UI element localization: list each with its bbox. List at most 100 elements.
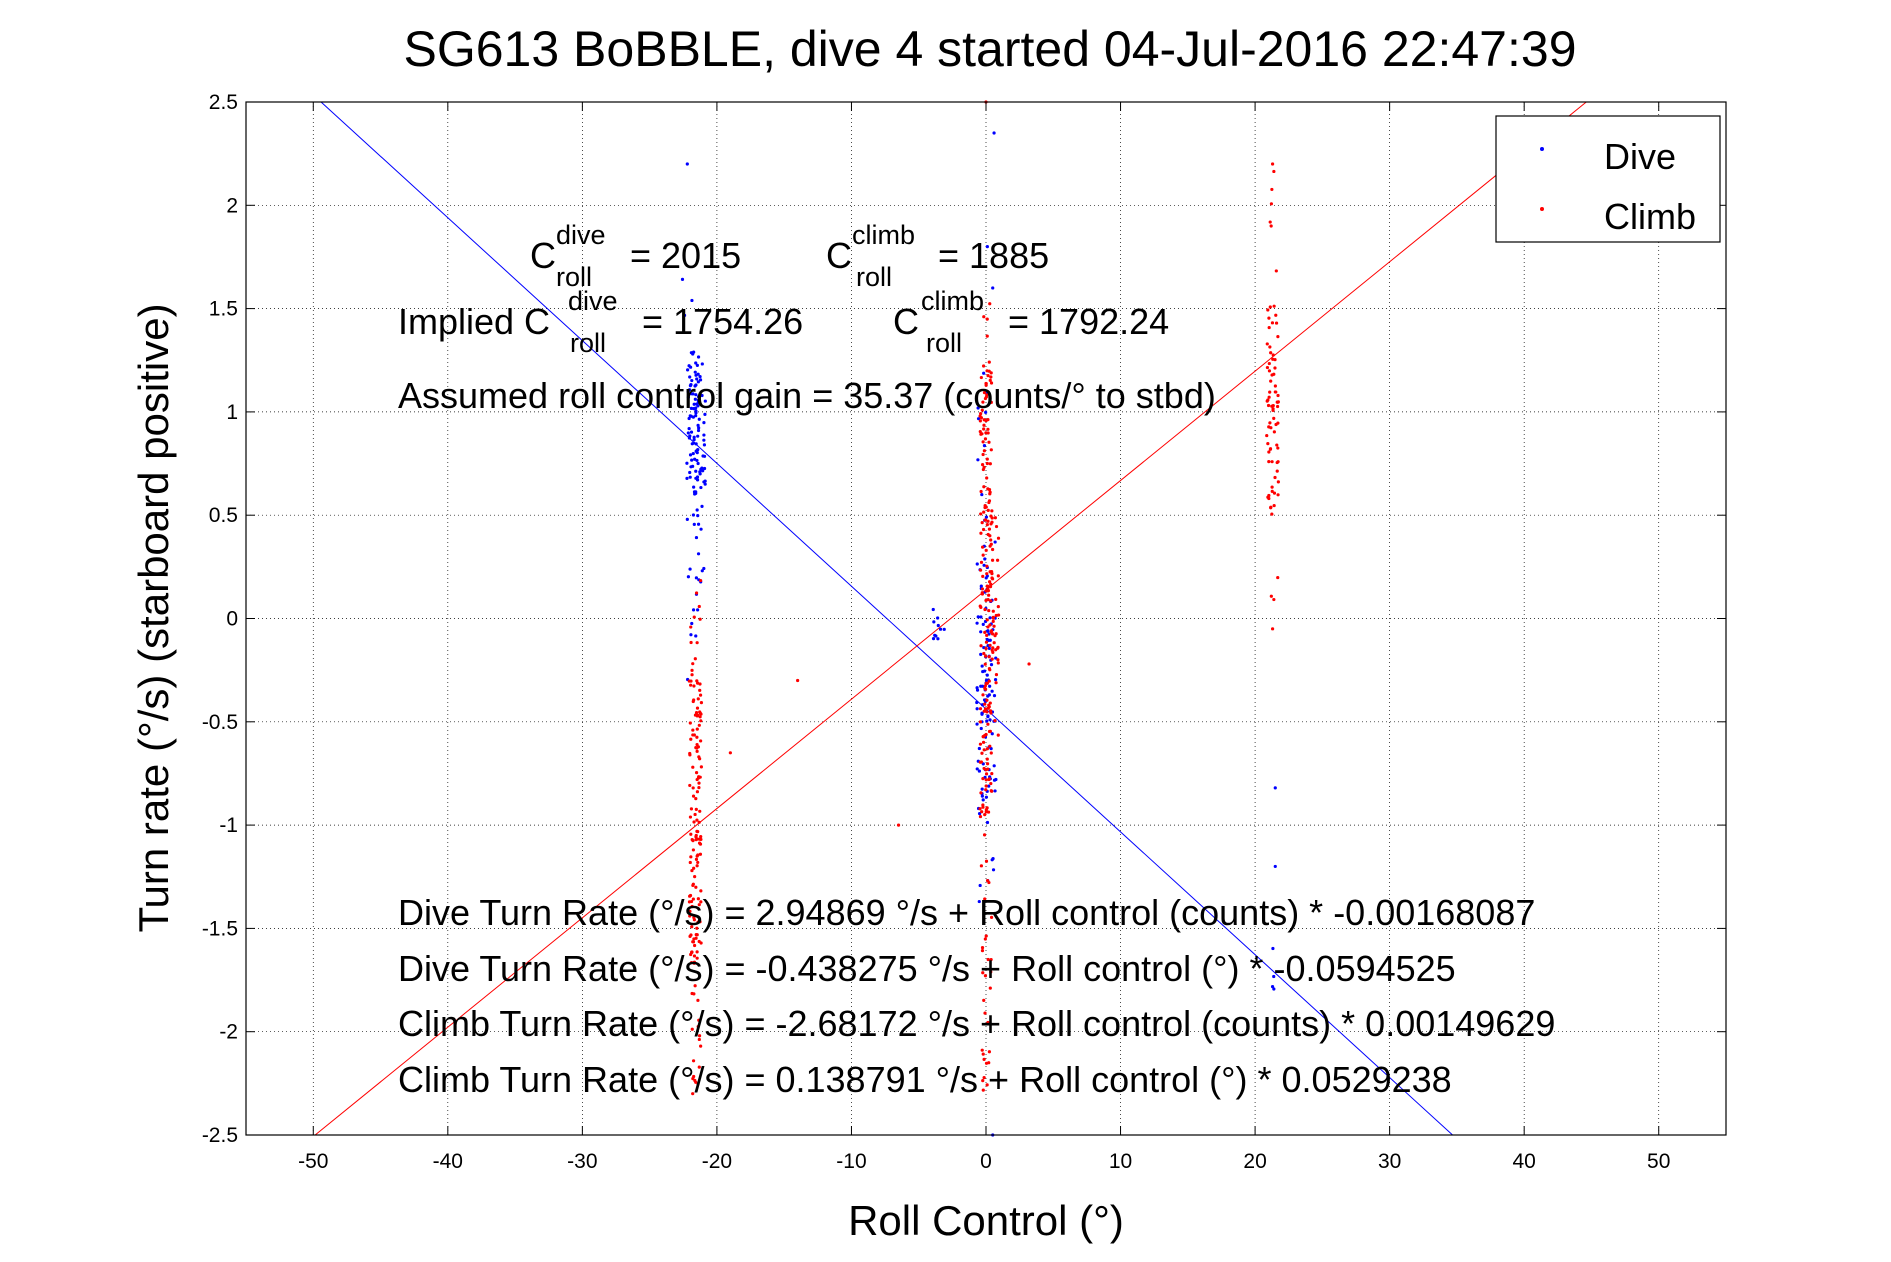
dive-point <box>1272 974 1276 979</box>
climb-point <box>699 1044 703 1048</box>
climb-point <box>985 461 989 466</box>
climb-point <box>1273 366 1277 370</box>
dive-point <box>696 461 700 466</box>
climb-point <box>985 806 989 810</box>
dive-point <box>986 714 990 718</box>
climb-point <box>991 609 995 613</box>
dive-point <box>992 693 997 698</box>
dive-point <box>985 637 989 642</box>
climb-point <box>694 936 698 940</box>
climb-point <box>699 578 703 583</box>
climb-point <box>987 593 991 597</box>
climb-point <box>990 509 994 513</box>
climb-point <box>692 961 696 965</box>
climb-point <box>695 837 699 841</box>
x-tick-label: 40 <box>1513 1150 1536 1173</box>
climb-point <box>982 427 986 431</box>
climb-point <box>695 679 699 683</box>
climb-point <box>1269 594 1273 598</box>
climb-point <box>692 684 696 688</box>
climb-point <box>691 765 695 769</box>
dive-point <box>692 485 696 489</box>
climb-point <box>688 721 692 725</box>
climb-point <box>994 524 999 529</box>
climb-point <box>697 1018 701 1022</box>
climb-point <box>986 706 990 710</box>
dive-point <box>689 406 693 410</box>
climb-point <box>691 897 695 901</box>
climb-point <box>695 864 699 868</box>
dive-point <box>690 378 694 383</box>
c-dive-sub: roll <box>556 262 592 292</box>
climb-point <box>1268 305 1272 309</box>
dive-point <box>700 393 704 398</box>
dive-point <box>685 162 689 166</box>
dive-point <box>694 393 698 397</box>
climb-point <box>982 998 986 1002</box>
climb-point <box>1273 384 1277 388</box>
climb-point <box>697 1037 701 1042</box>
climb-point <box>1269 202 1274 206</box>
climb-point <box>695 854 699 858</box>
climb-point <box>694 591 699 595</box>
dive-point <box>686 575 691 579</box>
climb-point <box>990 572 994 576</box>
climb-point <box>989 400 993 404</box>
dive-point <box>975 688 980 692</box>
climb-point <box>698 775 702 779</box>
climb-point <box>688 909 692 913</box>
climb-point <box>689 899 694 904</box>
climb-point <box>987 679 991 683</box>
dive-point <box>702 466 707 471</box>
climb-point <box>983 974 988 978</box>
dive-point <box>979 584 983 588</box>
climb-point <box>698 617 702 621</box>
climb-point <box>1275 460 1279 465</box>
dive-point <box>981 622 985 626</box>
implied-prefix: Implied C <box>398 301 550 342</box>
climb-point <box>697 820 701 824</box>
climb-point <box>1268 421 1272 425</box>
dive-point <box>695 508 699 512</box>
climb-point <box>986 767 990 771</box>
climb-point <box>699 835 703 839</box>
climb-point <box>990 577 995 581</box>
climb-point <box>696 897 700 901</box>
dive-point <box>685 461 689 465</box>
dive-point <box>688 567 692 571</box>
dive-point <box>693 370 697 374</box>
dive-point <box>692 441 696 445</box>
climb-point <box>984 778 988 782</box>
climb-point <box>692 918 696 922</box>
dive-point <box>990 858 994 862</box>
climb-point <box>694 857 699 861</box>
climb-point <box>796 678 800 683</box>
climb-point <box>996 613 1001 617</box>
climb-point <box>986 722 990 726</box>
dive-point <box>687 388 692 392</box>
climb-point <box>697 604 701 609</box>
climb-point <box>1272 491 1277 495</box>
dive-point <box>976 417 981 421</box>
climb-point <box>690 1027 694 1031</box>
dive-point <box>991 868 996 872</box>
climb-point <box>979 791 983 795</box>
dive-point <box>1273 864 1277 869</box>
climb-point <box>980 751 984 755</box>
dive-point <box>696 404 700 408</box>
c-climb-value: = 1885 <box>938 235 1049 276</box>
climb-point <box>1027 662 1031 666</box>
dive-point <box>982 669 987 673</box>
climb-point <box>1272 304 1276 308</box>
climb-point <box>1267 325 1271 330</box>
climb-point <box>695 727 699 731</box>
climb-point <box>699 837 703 842</box>
dive-point <box>982 444 987 448</box>
climb-point <box>689 640 693 645</box>
climb-point <box>1270 489 1274 493</box>
climb-point <box>985 762 990 766</box>
dive-point <box>989 663 994 667</box>
climb-point <box>979 760 984 764</box>
x-tick-label: 50 <box>1647 1150 1670 1173</box>
climb-point <box>987 703 991 707</box>
